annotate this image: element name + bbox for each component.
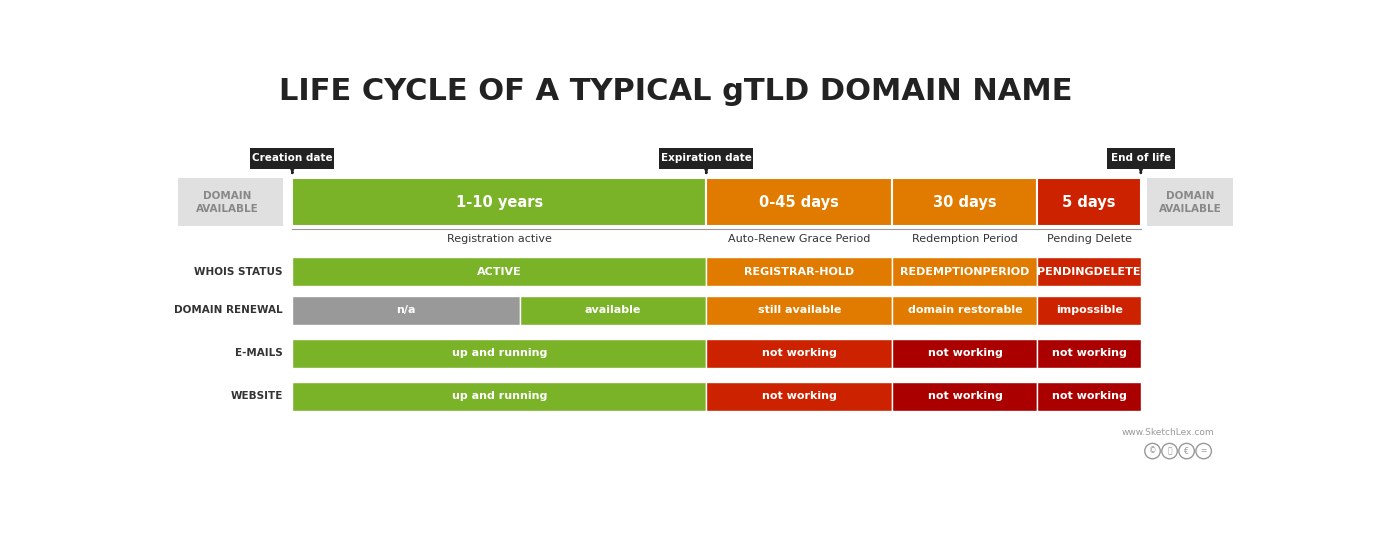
Text: =: = [1201,447,1206,456]
Text: 0-45 days: 0-45 days [760,195,840,210]
Text: DOMAIN
AVAILABLE: DOMAIN AVAILABLE [1158,190,1221,214]
FancyBboxPatch shape [292,382,706,411]
Text: Creation date: Creation date [252,154,333,163]
Text: 30 days: 30 days [934,195,997,210]
Text: WHOIS STATUS: WHOIS STATUS [194,267,282,277]
FancyBboxPatch shape [292,257,706,286]
Text: impossible: impossible [1056,305,1122,315]
FancyBboxPatch shape [706,178,892,226]
Text: DOMAIN
AVAILABLE: DOMAIN AVAILABLE [196,190,259,214]
FancyBboxPatch shape [251,148,335,169]
FancyBboxPatch shape [292,339,706,368]
Text: not working: not working [1052,348,1126,358]
Text: ACTIVE: ACTIVE [476,267,522,277]
FancyBboxPatch shape [1107,148,1175,169]
Text: up and running: up and running [452,392,547,402]
Text: REGISTRAR-HOLD: REGISTRAR-HOLD [745,267,854,277]
Text: Auto-Renew Grace Period: Auto-Renew Grace Period [728,234,870,244]
Text: up and running: up and running [452,348,547,358]
Text: PENDINGDELETE: PENDINGDELETE [1037,267,1142,277]
FancyBboxPatch shape [1037,382,1142,411]
Text: not working: not working [928,392,1002,402]
Text: 5 days: 5 days [1063,195,1115,210]
FancyBboxPatch shape [660,148,753,169]
Text: E-MAILS: E-MAILS [235,348,282,358]
FancyBboxPatch shape [706,257,892,286]
Text: Expiration date: Expiration date [661,154,752,163]
FancyBboxPatch shape [706,382,892,411]
Text: domain restorable: domain restorable [907,305,1022,315]
FancyBboxPatch shape [292,178,706,226]
Text: n/a: n/a [397,305,416,315]
FancyBboxPatch shape [892,339,1037,368]
Text: WEBSITE: WEBSITE [230,392,282,402]
Text: €: € [1184,447,1188,456]
Text: not working: not working [761,348,837,358]
FancyBboxPatch shape [1037,339,1142,368]
Text: not working: not working [928,348,1002,358]
FancyBboxPatch shape [1037,178,1142,226]
Text: REDEMPTIONPERIOD: REDEMPTIONPERIOD [901,267,1030,277]
FancyBboxPatch shape [892,257,1037,286]
Text: ⓘ: ⓘ [1168,447,1172,456]
Text: DOMAIN RENEWAL: DOMAIN RENEWAL [175,305,282,315]
Text: Redemption Period: Redemption Period [912,234,1018,244]
FancyBboxPatch shape [521,296,706,325]
FancyBboxPatch shape [1037,296,1142,325]
FancyBboxPatch shape [892,178,1037,226]
Text: Registration active: Registration active [446,234,552,244]
Text: still available: still available [757,305,841,315]
Text: End of life: End of life [1111,154,1170,163]
Text: www.SketchLex.com: www.SketchLex.com [1122,428,1215,437]
Text: 1-10 years: 1-10 years [456,195,543,210]
FancyBboxPatch shape [892,296,1037,325]
Text: available: available [585,305,642,315]
FancyBboxPatch shape [179,178,282,226]
Text: ©: © [1148,447,1157,456]
Text: Pending Delete: Pending Delete [1047,234,1132,244]
FancyBboxPatch shape [706,339,892,368]
FancyBboxPatch shape [706,296,892,325]
Text: not working: not working [761,392,837,402]
Text: not working: not working [1052,392,1126,402]
FancyBboxPatch shape [1147,178,1232,226]
FancyBboxPatch shape [892,382,1037,411]
FancyBboxPatch shape [292,296,521,325]
FancyBboxPatch shape [1037,257,1142,286]
Text: LIFE CYCLE OF A TYPICAL gTLD DOMAIN NAME: LIFE CYCLE OF A TYPICAL gTLD DOMAIN NAME [280,77,1073,106]
